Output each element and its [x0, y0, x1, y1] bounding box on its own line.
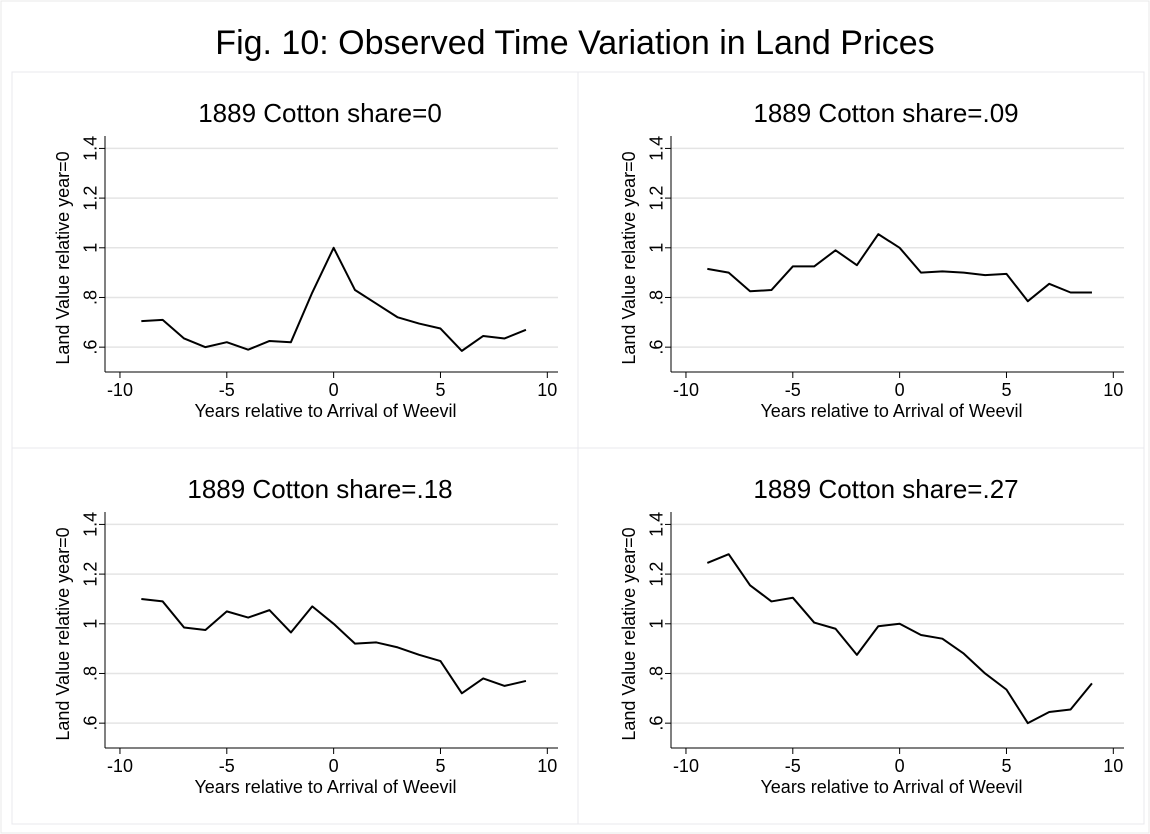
- y-tick-label: .8: [81, 290, 101, 305]
- x-tick-label: -5: [785, 756, 801, 776]
- x-axis-label: Years relative to Arrival of Weevil: [760, 777, 1022, 797]
- y-tick-label: 1.4: [647, 512, 667, 537]
- x-tick-label: -5: [219, 380, 235, 400]
- panel: [11, 447, 579, 825]
- y-tick-label: 1.2: [81, 186, 101, 211]
- x-tick-label: 5: [1001, 380, 1011, 400]
- y-tick-label: 1.2: [81, 562, 101, 587]
- data-line: [707, 233, 1092, 303]
- x-tick-label: 10: [1103, 380, 1123, 400]
- x-tick-label: 0: [895, 380, 905, 400]
- x-tick-label: 5: [435, 756, 445, 776]
- panel-title: 1889 Cotton share=.18: [187, 474, 452, 504]
- y-tick-label: 1: [647, 619, 667, 629]
- x-tick-label: -10: [107, 756, 133, 776]
- y-axis-label: Land Value relative year=0: [619, 527, 639, 740]
- data-line: [706, 553, 1093, 725]
- x-tick-label: 10: [1103, 756, 1123, 776]
- x-tick-label: -5: [219, 756, 235, 776]
- y-tick-label: .6: [81, 340, 101, 355]
- panel: [11, 71, 579, 449]
- x-tick-label: 0: [329, 380, 339, 400]
- y-tick-label: 1.4: [81, 512, 101, 537]
- panel-title: 1889 Cotton share=.27: [753, 474, 1018, 504]
- y-tick-label: 1.2: [647, 186, 667, 211]
- x-tick-label: -10: [107, 380, 133, 400]
- data-line: [141, 246, 527, 352]
- x-tick-label: -10: [673, 756, 699, 776]
- y-tick-label: .6: [647, 340, 667, 355]
- panel-title: 1889 Cotton share=0: [198, 98, 442, 128]
- y-tick-label: .8: [647, 290, 667, 305]
- x-tick-label: 5: [435, 380, 445, 400]
- y-axis-label: Land Value relative year=0: [619, 151, 639, 364]
- x-axis-label: Years relative to Arrival of Weevil: [760, 401, 1022, 421]
- x-axis-label: Years relative to Arrival of Weevil: [194, 777, 456, 797]
- y-tick-label: .6: [81, 716, 101, 731]
- y-tick-label: 1.4: [81, 136, 101, 161]
- x-tick-label: -5: [785, 380, 801, 400]
- x-tick-label: 10: [537, 380, 557, 400]
- x-tick-label: -10: [673, 380, 699, 400]
- y-tick-label: 1: [81, 619, 101, 629]
- y-tick-label: 1: [647, 243, 667, 253]
- data-line: [141, 597, 527, 695]
- x-tick-label: 5: [1001, 756, 1011, 776]
- y-tick-label: .6: [647, 716, 667, 731]
- y-tick-label: 1.2: [647, 562, 667, 587]
- y-tick-label: .8: [647, 666, 667, 681]
- y-tick-label: .8: [81, 666, 101, 681]
- panel: [577, 447, 1145, 825]
- y-tick-label: 1.4: [647, 136, 667, 161]
- x-axis-label: Years relative to Arrival of Weevil: [194, 401, 456, 421]
- figure-title: Fig. 10: Observed Time Variation in Land…: [215, 24, 934, 62]
- y-axis-label: Land Value relative year=0: [53, 527, 73, 740]
- y-tick-label: 1: [81, 243, 101, 253]
- x-tick-label: 0: [895, 756, 905, 776]
- x-tick-label: 10: [537, 756, 557, 776]
- y-axis-label: Land Value relative year=0: [53, 151, 73, 364]
- panel-title: 1889 Cotton share=.09: [753, 98, 1018, 128]
- x-tick-label: 0: [329, 756, 339, 776]
